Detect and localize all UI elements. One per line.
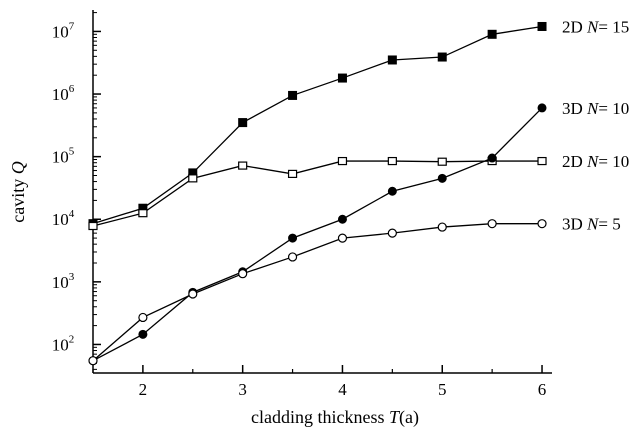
x-tick-label: 5 [438, 380, 447, 399]
data-point [138, 329, 148, 339]
series-line [92, 107, 543, 362]
data-point [288, 233, 298, 243]
y-tick-label: 107 [52, 20, 75, 41]
data-point [537, 156, 547, 166]
data-point [188, 174, 198, 183]
data-point [88, 356, 98, 366]
data-point [437, 173, 447, 183]
y-axis-title: cavity Q [8, 161, 28, 222]
x-axis-title: cladding thickness T(a) [251, 407, 419, 428]
series-label: 3D N= 10 [562, 99, 629, 118]
y-tick-label: 105 [52, 146, 75, 167]
series-line [92, 160, 543, 227]
x-tick-label: 4 [338, 380, 347, 399]
data-point [487, 153, 497, 163]
data-point [238, 269, 248, 279]
data-point [138, 312, 148, 323]
data-point [387, 55, 397, 65]
data-point [387, 156, 397, 166]
x-tick-label: 2 [139, 380, 148, 399]
series-line [92, 25, 543, 225]
series-lines [92, 25, 543, 362]
y-tick-label: 103 [52, 271, 75, 292]
x-tick-label: 3 [238, 380, 247, 399]
series-line [92, 223, 543, 362]
series-label: 3D N= 5 [562, 215, 621, 234]
data-point [337, 73, 347, 83]
data-point [437, 222, 447, 232]
series-label: 2D N= 15 [562, 17, 629, 36]
data-point [337, 214, 347, 224]
data-point [88, 221, 98, 231]
data-point [387, 186, 397, 196]
data-point [437, 52, 447, 62]
data-point [487, 219, 497, 229]
series-label: 2D N= 10 [562, 152, 629, 171]
data-point [188, 289, 198, 299]
data-point [138, 209, 148, 218]
data-point [337, 156, 348, 166]
data-point [487, 29, 497, 39]
data-point [287, 169, 298, 179]
data-point [537, 21, 547, 31]
data-point [238, 161, 248, 170]
data-point [288, 90, 298, 100]
data-point [238, 118, 248, 128]
data-point [537, 103, 547, 113]
series-labels: 2D N= 15 2D N= 10 3D N= 10 3D N= 5 [562, 17, 629, 233]
y-tick-label: 102 [52, 333, 75, 354]
y-tick-label: 104 [52, 208, 75, 229]
x-tick-label: 6 [538, 380, 547, 399]
plot-area [92, 10, 552, 374]
x-ticks: 2 3 4 5 6 [92, 365, 547, 399]
y-ticks: 102 103 104 105 106 107 [52, 12, 101, 370]
data-point [387, 228, 397, 238]
series-markers [88, 21, 547, 366]
data-point [537, 219, 547, 229]
y-tick-label: 106 [52, 83, 75, 104]
data-point [437, 157, 447, 166]
data-point [337, 233, 348, 243]
data-point [287, 252, 298, 262]
